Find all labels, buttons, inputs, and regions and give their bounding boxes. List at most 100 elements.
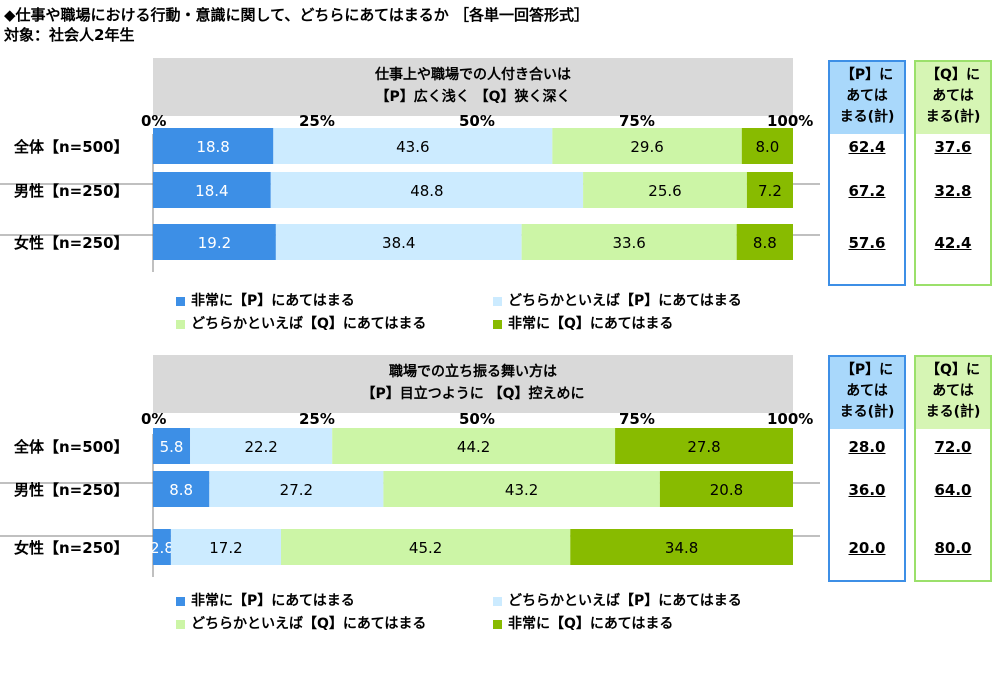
question-box: 仕事上や職場での人付き合いは 【P】広く浅く 【Q】狭く深く: [153, 58, 793, 116]
bar-segment: [583, 172, 747, 208]
total-header-line: まる(計): [839, 404, 895, 420]
question-line-2: 【P】目立つように 【Q】控えめに: [361, 386, 585, 402]
total-value: 80.0: [934, 539, 972, 557]
total-header-line: あては: [846, 88, 888, 104]
legend-label: 非常に【Q】にあてはまる: [508, 316, 674, 332]
stacked-bar-chart: 18.8 43.6 29.6 8.0 18.4 48.8 25.6 7.2 19.2 38.4 33…: [0, 128, 820, 272]
category-label: 女性【n=250】: [14, 539, 129, 557]
total-header-line: 【P】に: [840, 362, 894, 378]
total-header-line: まる(計): [925, 109, 981, 125]
bar-segment: [275, 224, 522, 260]
p-total-box: 【P】に あては まる(計) 28.0 36.0 20.0: [828, 355, 906, 582]
total-header-line: 【Q】に: [926, 67, 980, 83]
question-line-1: 仕事上や職場での人付き合いは: [375, 67, 571, 83]
total-value: 42.4: [934, 234, 972, 252]
total-value: 37.6: [934, 138, 972, 156]
legend-label: 非常に【P】にあてはまる: [191, 293, 355, 309]
p-total-box: 【P】に あては まる(計) 62.4 67.2 57.6: [828, 60, 906, 286]
bar-value-label: 22.2: [244, 438, 277, 456]
total-header: 【P】にあてはまる(計): [830, 62, 904, 134]
chart-panel-1: 仕事上や職場での人付き合いは 【P】広く浅く 【Q】狭く深く 0% 25% 50% 7…: [0, 56, 1000, 376]
total-header-line: あては: [932, 88, 974, 104]
bar-segment: [153, 428, 191, 464]
x-tick-label: 100%: [767, 410, 814, 428]
q-total-box: 【Q】に あては まる(計) 72.0 64.0 80.0: [914, 355, 992, 582]
legend-item: 非常に【Q】にあてはまる: [493, 613, 673, 633]
bar-value-label: 18.8: [196, 138, 229, 156]
bar-value-label: 5.8: [160, 438, 184, 456]
total-header: 【Q】にあてはまる(計): [916, 62, 990, 134]
x-tick-label: 50%: [459, 410, 495, 428]
total-value: 28.0: [848, 438, 886, 456]
legend-label: 非常に【P】にあてはまる: [191, 593, 355, 609]
bar-value-label: 33.6: [612, 234, 645, 252]
category-label: 女性【n=250】: [14, 234, 129, 252]
bar-segment: [209, 471, 384, 507]
bar-segment: [153, 471, 210, 507]
category-label: 男性【n=250】: [14, 481, 129, 499]
bar-segment: [746, 172, 793, 208]
total-value: 32.8: [934, 182, 972, 200]
legend-label: 非常に【Q】にあてはまる: [508, 616, 674, 632]
x-tick-label: 0%: [141, 112, 167, 130]
bar-segment: [736, 224, 793, 260]
x-tick-label: 25%: [299, 112, 335, 130]
category-label: 全体【n=500】: [14, 138, 129, 156]
bar-segment: [270, 172, 584, 208]
bar-value-label: 25.6: [648, 182, 681, 200]
legend-swatch: [176, 619, 185, 629]
bar-value-label: 8.8: [753, 234, 777, 252]
bar-value-label: 18.4: [195, 182, 228, 200]
total-header-line: 【Q】に: [926, 362, 980, 378]
bar-segment: [273, 128, 553, 164]
legend-item: 非常に【P】にあてはまる: [176, 290, 355, 310]
bar-segment: [552, 128, 742, 164]
bar-value-label: 2.8: [150, 539, 174, 557]
bar-segment: [383, 471, 660, 507]
bar-segment: [153, 224, 276, 260]
bar-value-label: 8.0: [755, 138, 779, 156]
bar-segment: [281, 529, 571, 565]
chart-subtitle: 対象：社会人2年生: [4, 26, 135, 44]
bar-value-label: 20.8: [710, 481, 743, 499]
bar-segment: [570, 529, 793, 565]
bar-value-label: 43.2: [505, 481, 538, 499]
bar-value-label: 44.2: [457, 438, 490, 456]
bar-value-label: 17.2: [209, 539, 242, 557]
x-tick-label: 50%: [459, 112, 495, 130]
question-line-1: 職場での立ち振る舞い方は: [389, 364, 557, 380]
bar-segment: [153, 172, 271, 208]
total-header-line: 【P】に: [840, 67, 894, 83]
legend-swatch: [176, 319, 185, 329]
legend-item: どちらかといえば【P】にあてはまる: [493, 590, 742, 610]
total-value: 57.6: [848, 234, 886, 252]
legend-item: 非常に【Q】にあてはまる: [493, 313, 673, 333]
legend-swatch: [176, 296, 185, 306]
bar-value-label: 19.2: [198, 234, 231, 252]
bar-value-label: 29.6: [630, 138, 663, 156]
total-header-line: まる(計): [925, 404, 981, 420]
category-label: 全体【n=500】: [14, 438, 129, 456]
bar-value-label: 7.2: [758, 182, 782, 200]
x-tick-label: 75%: [619, 112, 655, 130]
bar-segment: [153, 128, 274, 164]
bar-segment: [190, 428, 333, 464]
legend-label: どちらかといえば【Q】にあてはまる: [191, 316, 427, 332]
x-tick-label: 0%: [141, 410, 167, 428]
bar-segment: [615, 428, 793, 464]
bar-value-label: 48.8: [410, 182, 443, 200]
bar-value-label: 34.8: [665, 539, 698, 557]
total-header-line: まる(計): [839, 109, 895, 125]
legend-label: どちらかといえば【Q】にあてはまる: [191, 616, 427, 632]
bar-segment: [153, 529, 171, 565]
total-value: 67.2: [848, 182, 886, 200]
question-box: 職場での立ち振る舞い方は 【P】目立つように 【Q】控えめに: [153, 355, 793, 413]
legend-item: どちらかといえば【P】にあてはまる: [493, 290, 742, 310]
x-tick-label: 100%: [767, 112, 814, 130]
legend-swatch: [493, 596, 502, 606]
category-label: 男性【n=250】: [14, 182, 129, 200]
bar-value-label: 38.4: [382, 234, 415, 252]
total-header-line: あては: [932, 383, 974, 399]
legend-label: どちらかといえば【P】にあてはまる: [508, 593, 742, 609]
question-line-2: 【P】広く浅く 【Q】狭く深く: [375, 89, 571, 105]
